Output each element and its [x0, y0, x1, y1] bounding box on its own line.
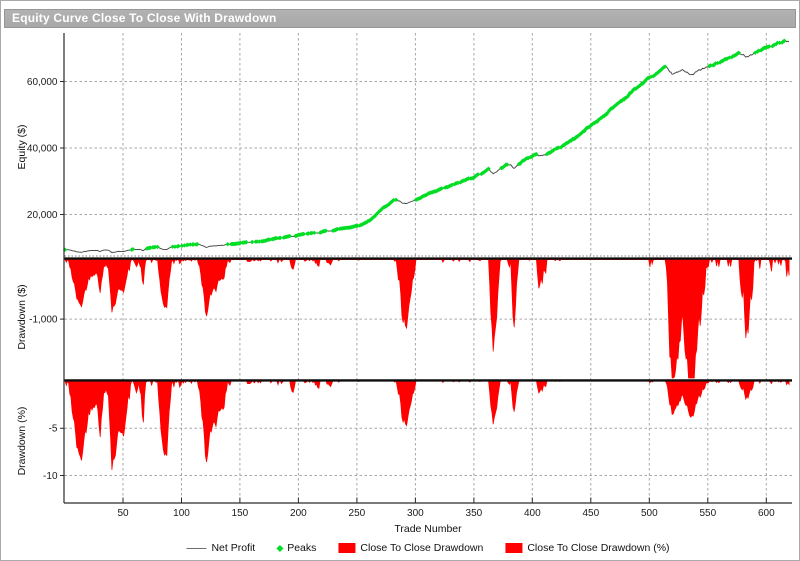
legend-item-net-profit: Net Profit	[186, 542, 255, 554]
svg-text:550: 550	[699, 508, 716, 519]
drawdown-pct-area	[64, 380, 790, 471]
svg-text:100: 100	[173, 508, 190, 519]
svg-text:300: 300	[407, 508, 424, 519]
svg-text:250: 250	[349, 508, 366, 519]
page-title: Equity Curve Close To Close With Drawdow…	[12, 11, 277, 25]
legend-item-drawdown-pct: Close To Close Drawdown (%)	[505, 542, 670, 554]
legend-label: Peaks	[287, 542, 317, 554]
legend-item-drawdown-dollar: Close To Close Drawdown	[338, 542, 483, 554]
peaks-markers	[62, 38, 787, 252]
peaks-diamond-icon	[276, 544, 284, 552]
svg-text:50: 50	[117, 508, 129, 519]
svg-text:400: 400	[524, 508, 541, 519]
drawdown-swatch-icon	[338, 543, 356, 553]
svg-text:-5: -5	[49, 424, 58, 435]
svg-text:60,000: 60,000	[27, 77, 58, 88]
svg-text:600: 600	[758, 508, 775, 519]
svg-text:500: 500	[641, 508, 658, 519]
svg-text:-10: -10	[43, 471, 58, 482]
legend-item-peaks: Peaks	[276, 542, 317, 554]
svg-text:450: 450	[582, 508, 599, 519]
axes: 50 100 150 200 250 300 350 400 450 500 550 600 20,00…	[27, 33, 792, 519]
legend: Net Profit Peaks Close To Close Drawdown…	[186, 542, 670, 554]
x-tick-labels: 50 100 150 200 250 300 350 400 450 500 550 600	[117, 497, 775, 519]
drawdown-pct-axis-title: Drawdown (%)	[16, 406, 28, 476]
svg-text:-1,000: -1,000	[29, 315, 58, 326]
y-tick-labels: 20,000 40,000 60,000 -1,000 -5 -10	[27, 77, 64, 482]
x-axis-title: Trade Number	[394, 523, 462, 535]
legend-label: Close To Close Drawdown	[360, 542, 484, 554]
equity-axis-title: Equity ($)	[16, 124, 28, 170]
net-profit-line-icon	[186, 547, 207, 549]
legend-label: Net Profit	[211, 542, 256, 554]
svg-text:40,000: 40,000	[27, 143, 58, 154]
svg-text:350: 350	[466, 508, 483, 519]
title-bar: Equity Curve Close To Close With Drawdow…	[4, 9, 796, 28]
drawdown-dollar-area	[64, 258, 790, 379]
drawdown-dollar-axis-title: Drawdown ($)	[16, 284, 28, 350]
svg-text:200: 200	[290, 508, 307, 519]
legend-label: Close To Close Drawdown (%)	[527, 542, 670, 554]
svg-text:150: 150	[232, 508, 249, 519]
net-profit-line	[65, 40, 790, 254]
svg-text:20,000: 20,000	[27, 210, 58, 221]
drawdown-pct-swatch-icon	[505, 543, 523, 553]
